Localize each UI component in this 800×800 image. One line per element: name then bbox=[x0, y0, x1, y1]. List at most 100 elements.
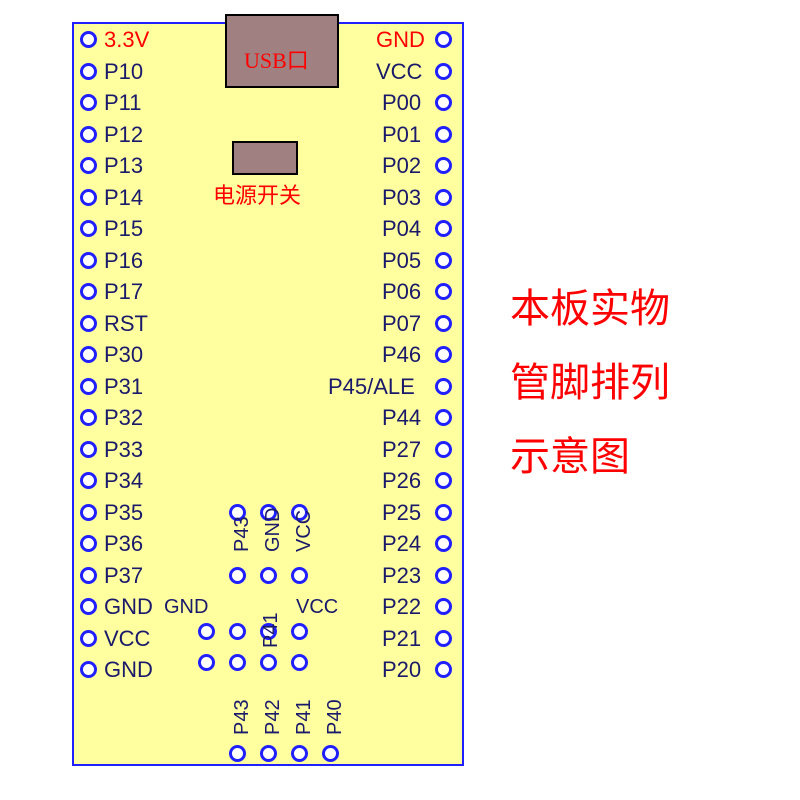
pin-ring bbox=[80, 598, 97, 615]
pin-ring bbox=[435, 283, 452, 300]
pin-label: P31 bbox=[104, 374, 143, 400]
pin-ring bbox=[80, 189, 97, 206]
pin-label: P27 bbox=[382, 437, 421, 463]
pin-ring bbox=[80, 378, 97, 395]
caption-line-3: 示意图 bbox=[510, 420, 670, 494]
caption: 本板实物 管脚排列 示意图 bbox=[510, 272, 670, 494]
pin-label: P33 bbox=[104, 437, 143, 463]
pin-label: P21 bbox=[382, 626, 421, 652]
pin-ring bbox=[260, 567, 277, 584]
pin-label-vertical: P42 bbox=[262, 699, 285, 735]
pin-label-vertical: P41 bbox=[293, 699, 316, 735]
pin-ring bbox=[229, 745, 246, 762]
pin-ring bbox=[80, 94, 97, 111]
pin-ring bbox=[435, 472, 452, 489]
pin-ring bbox=[80, 126, 97, 143]
pin-label: P15 bbox=[104, 216, 143, 242]
pin-ring bbox=[435, 94, 452, 111]
pin-label: P16 bbox=[104, 248, 143, 274]
pin-ring bbox=[435, 346, 452, 363]
pin-label-vertical: P43 bbox=[231, 699, 254, 735]
pin-ring bbox=[435, 598, 452, 615]
pin-label: P32 bbox=[104, 405, 143, 431]
pin-ring bbox=[435, 252, 452, 269]
pin-label: P45/ALE bbox=[328, 374, 415, 400]
pin-label: RST bbox=[104, 311, 148, 337]
pin-label: P34 bbox=[104, 468, 143, 494]
pin-label: P44 bbox=[382, 405, 421, 431]
pin-label-vertical: GND bbox=[262, 508, 285, 552]
pin-label: P35 bbox=[104, 500, 143, 526]
pin-label: VCC bbox=[376, 59, 422, 85]
pin-label: P01 bbox=[382, 122, 421, 148]
pin-label-vertical: P41 bbox=[260, 612, 283, 648]
pin-ring bbox=[80, 315, 97, 332]
pin-ring bbox=[435, 630, 452, 647]
pin-label: P13 bbox=[104, 153, 143, 179]
pin-ring bbox=[291, 745, 308, 762]
pin-label: GND bbox=[104, 657, 153, 683]
pin-label-vertical: VCC bbox=[293, 510, 316, 552]
pin-ring bbox=[80, 441, 97, 458]
pin-ring bbox=[435, 504, 452, 521]
pin-label: P30 bbox=[104, 342, 143, 368]
pin-ring bbox=[435, 315, 452, 332]
pin-ring bbox=[435, 378, 452, 395]
caption-line-1: 本板实物 bbox=[510, 272, 670, 346]
pin-label: 3.3V bbox=[104, 27, 149, 53]
pin-label-vertical: P43 bbox=[231, 516, 254, 552]
pin-ring bbox=[260, 654, 277, 671]
power-switch bbox=[232, 141, 298, 175]
center-gnd-label: GND bbox=[164, 596, 208, 619]
pin-ring bbox=[435, 441, 452, 458]
pin-label: P04 bbox=[382, 216, 421, 242]
pin-ring bbox=[80, 63, 97, 80]
pin-label: P11 bbox=[104, 90, 142, 116]
pin-ring bbox=[80, 661, 97, 678]
pin-ring bbox=[80, 504, 97, 521]
pin-ring bbox=[80, 283, 97, 300]
pin-ring bbox=[435, 189, 452, 206]
pin-ring bbox=[80, 252, 97, 269]
pin-label: P07 bbox=[382, 311, 421, 337]
pin-ring bbox=[229, 567, 246, 584]
pin-ring bbox=[291, 567, 308, 584]
pin-ring bbox=[435, 220, 452, 237]
pin-label-vertical: P40 bbox=[324, 699, 347, 735]
pin-ring bbox=[435, 535, 452, 552]
pin-label: P00 bbox=[382, 90, 421, 116]
pin-label: P46 bbox=[382, 342, 421, 368]
pin-ring bbox=[80, 409, 97, 426]
canvas: USB口 电源开关 GND VCC 本板实物 管脚排列 示意图 3.3VP10P… bbox=[0, 0, 800, 800]
pin-ring bbox=[80, 472, 97, 489]
pin-label: P02 bbox=[382, 153, 421, 179]
pin-label: P17 bbox=[104, 279, 143, 305]
caption-line-2: 管脚排列 bbox=[510, 346, 670, 420]
pin-ring bbox=[435, 31, 452, 48]
pin-ring bbox=[80, 31, 97, 48]
pin-ring bbox=[80, 535, 97, 552]
usb-label: USB口 bbox=[244, 43, 309, 75]
pin-ring bbox=[435, 661, 452, 678]
pin-ring bbox=[80, 630, 97, 647]
pin-ring bbox=[80, 567, 97, 584]
pin-ring bbox=[80, 220, 97, 237]
pin-label: GND bbox=[104, 594, 153, 620]
pin-label: P05 bbox=[382, 248, 421, 274]
pin-label: P36 bbox=[104, 531, 143, 557]
pin-label: P37 bbox=[104, 563, 143, 589]
pin-label: P25 bbox=[382, 500, 421, 526]
pin-label: GND bbox=[376, 27, 425, 53]
pin-ring bbox=[198, 623, 215, 640]
pin-label: P03 bbox=[382, 185, 421, 211]
pin-ring bbox=[435, 567, 452, 584]
pin-label: P26 bbox=[382, 468, 421, 494]
pin-ring bbox=[229, 623, 246, 640]
pin-label: P06 bbox=[382, 279, 421, 305]
center-vcc-label: VCC bbox=[296, 596, 338, 619]
pin-ring bbox=[435, 409, 452, 426]
pin-label: P22 bbox=[382, 594, 421, 620]
pin-label: VCC bbox=[104, 626, 150, 652]
pin-ring bbox=[291, 623, 308, 640]
pin-ring bbox=[435, 157, 452, 174]
